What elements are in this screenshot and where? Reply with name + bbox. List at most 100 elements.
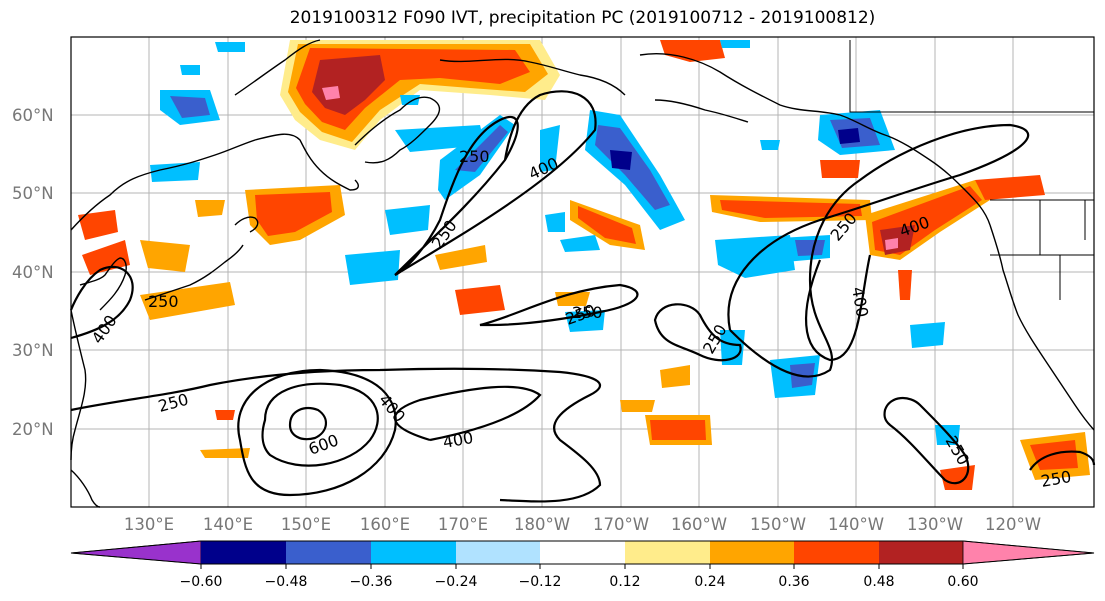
shade-positive	[200, 448, 250, 458]
shade-negative	[400, 95, 420, 105]
shade-positive	[312, 55, 385, 115]
lon-label: 120°W	[985, 515, 1041, 534]
colorbar-segment	[286, 541, 371, 564]
shade-negative	[795, 240, 825, 256]
shade-negative	[910, 322, 945, 348]
ivt-contour	[288, 407, 327, 441]
shade-negative	[838, 128, 860, 144]
shade-negative	[595, 125, 670, 210]
colorbar-segment	[540, 541, 625, 564]
colorbar-tick-label: 0.12	[609, 574, 640, 590]
lat-label: 30°N	[12, 341, 54, 360]
shade-negative	[345, 250, 400, 285]
colorbar-tick-label: −0.12	[519, 574, 562, 590]
coast-asia	[70, 133, 359, 231]
ivt-contour	[883, 397, 970, 485]
ivt-contour	[394, 90, 597, 276]
lon-label: 160°E	[360, 515, 410, 534]
colorbar-ticks	[200, 564, 964, 569]
shade-positive	[322, 86, 340, 100]
shade-positive	[650, 420, 706, 440]
shade-negative	[760, 140, 780, 150]
lat-label: 40°N	[12, 263, 54, 282]
ivt-contour	[805, 254, 872, 362]
precip-pc-shading	[78, 40, 1090, 490]
shade-negative	[560, 235, 600, 252]
ivt-contour-label: 250	[148, 292, 179, 311]
shade-positive	[140, 282, 235, 320]
ivt-contour	[653, 303, 742, 362]
shade-positive	[820, 160, 860, 178]
colorbar-segment	[625, 541, 710, 564]
ivt-contour	[237, 368, 397, 497]
ivt-contour	[261, 382, 379, 467]
longitude-labels: 130°E 140°E 150°E 160°E 170°E 180°W 170°…	[124, 515, 1041, 534]
shade-positive	[1030, 440, 1078, 470]
ivt-contour	[479, 283, 639, 327]
coast-west-us	[989, 224, 1095, 431]
shade-positive	[660, 40, 725, 62]
shade-positive	[975, 175, 1045, 200]
coast-japan-honshu	[144, 244, 244, 301]
coast-japan-hokkaido	[234, 216, 259, 233]
colorbar-tick-label: 0.60	[947, 574, 978, 590]
shade-positive	[885, 238, 898, 250]
ivt-contour	[69, 265, 134, 340]
shade-negative	[180, 65, 200, 75]
shade-positive	[578, 206, 636, 244]
shade-negative	[455, 125, 508, 172]
shade-positive	[455, 285, 505, 315]
ivt-contours	[69, 90, 1096, 503]
lon-label: 140°E	[203, 515, 253, 534]
shade-negative	[170, 96, 210, 118]
coast-kamchatka	[234, 39, 321, 96]
borders	[849, 40, 1094, 300]
lon-label: 180°W	[514, 515, 570, 534]
coast-korea	[79, 257, 127, 311]
colorbar-tick-label: 0.36	[778, 574, 809, 590]
map-frame	[70, 36, 1095, 508]
lon-label: 130°E	[124, 515, 174, 534]
shade-positive	[435, 245, 487, 270]
ivt-contour-label: 250	[459, 147, 490, 166]
shade-positive	[898, 270, 912, 300]
shade-negative	[545, 212, 565, 232]
colorbar-tick-label: −0.60	[180, 574, 223, 590]
lon-label: 160°W	[671, 515, 727, 534]
shade-positive	[660, 365, 690, 388]
shade-negative	[385, 205, 430, 235]
lon-label: 140°W	[828, 515, 884, 534]
latitude-labels: 60°N 50°N 40°N 30°N 20°N	[12, 106, 54, 439]
shade-negative	[215, 42, 245, 52]
ivt-contour	[394, 115, 519, 276]
lon-label: 150°E	[281, 515, 331, 534]
lon-label: 170°E	[438, 515, 488, 534]
shade-negative	[565, 310, 605, 332]
shade-negative	[540, 125, 560, 172]
map-title: 2019100312 F090 IVT, precipitation PC (2…	[289, 8, 876, 28]
lat-label: 50°N	[12, 184, 54, 203]
coast-alaska	[639, 52, 991, 226]
coast-china	[70, 309, 87, 461]
lon-label: 150°W	[750, 515, 806, 534]
shade-positive	[255, 192, 332, 236]
shade-positive	[78, 210, 118, 240]
colorbar-segment	[879, 541, 963, 564]
colorbar-tick-labels: −0.60 −0.48 −0.36 −0.24 −0.12 0.12 0.24 …	[180, 574, 979, 590]
colorbar-tick-label: −0.36	[350, 574, 393, 590]
ivt-contour	[70, 367, 602, 503]
shade-negative	[720, 40, 750, 48]
colorbar-segment	[456, 541, 540, 564]
lon-label: 170°W	[593, 515, 649, 534]
ivt-contour-label: 250	[572, 303, 603, 322]
colorbar-segment	[371, 541, 456, 564]
colorbar: −0.60 −0.48 −0.36 −0.24 −0.12 0.12 0.24 …	[70, 540, 1095, 590]
shade-positive	[215, 410, 235, 420]
colorbar-tick-label: −0.48	[265, 574, 308, 590]
lon-label: 130°W	[907, 515, 963, 534]
ivt-contour	[727, 123, 1030, 378]
colorbar-segment	[201, 541, 286, 564]
border-us-states	[990, 199, 1094, 300]
shade-negative	[150, 162, 200, 182]
